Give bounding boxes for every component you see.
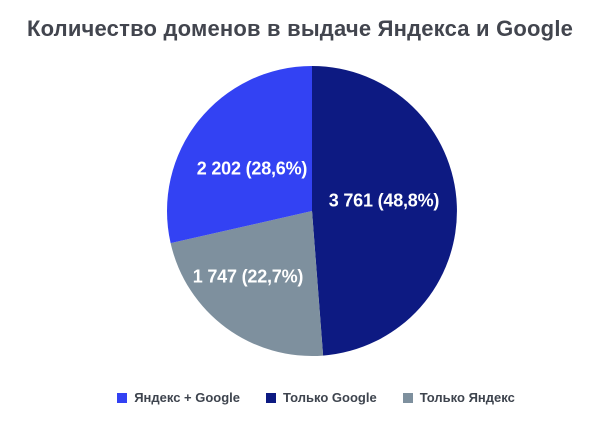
legend-item-only-yandex: Только Яндекс bbox=[402, 390, 515, 405]
legend: Яндекс + Google Только Google Только Янд… bbox=[16, 390, 600, 405]
legend-swatch-yandex-google bbox=[117, 392, 128, 403]
legend-label-only-google: Только Google bbox=[283, 390, 377, 405]
pie-slice-label-1: 3 761 (48,8%) bbox=[329, 190, 440, 210]
legend-item-only-google: Только Google bbox=[266, 390, 377, 405]
legend-item-yandex-google: Яндекс + Google bbox=[117, 390, 240, 405]
pie-slice-1 bbox=[312, 66, 457, 356]
chart-title: Количество доменов в выдаче Яндекса и Go… bbox=[26, 16, 574, 41]
legend-swatch-only-google bbox=[266, 392, 277, 403]
pie-slice-2 bbox=[170, 211, 324, 356]
pie-slice-label-2: 1 747 (22,7%) bbox=[193, 266, 304, 286]
pie-slice-label-0: 2 202 (28,6%) bbox=[197, 158, 308, 178]
legend-label-yandex-google: Яндекс + Google bbox=[134, 390, 241, 405]
pie-slice-0 bbox=[166, 66, 312, 244]
legend-swatch-only-yandex bbox=[402, 392, 413, 403]
legend-label-only-yandex: Только Яндекс bbox=[419, 390, 515, 405]
